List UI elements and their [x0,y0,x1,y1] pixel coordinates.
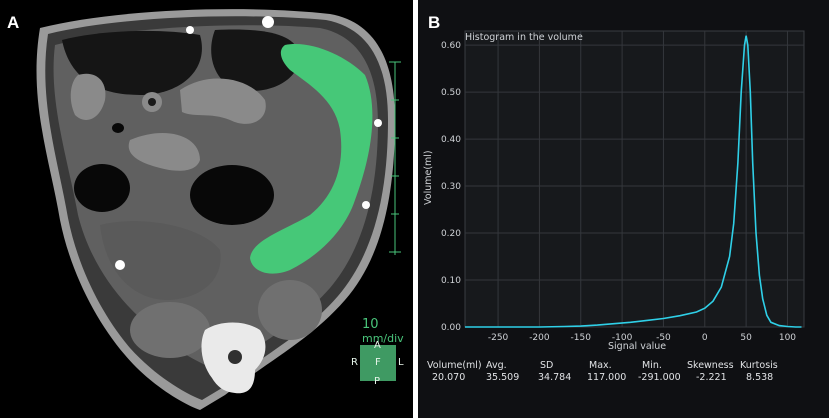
orientation-posterior: P [374,376,381,387]
scale-ruler [389,61,401,255]
y-axis-label: Volume(ml) [423,150,434,205]
y-tick-label: 0.30 [441,182,461,192]
bowel-lumen-2 [148,98,156,106]
stat-value-skewness: -2.221 [696,372,727,383]
x-tick-label: -100 [612,333,633,343]
x-tick-label: -50 [656,333,671,343]
histogram-chart: -250 -200 -150 -100 -50 0 50 100 0.000.100.200.… [441,30,805,343]
bright-spot-3 [362,201,370,209]
x-tick-label: -250 [488,333,509,343]
y-tick-label: 0.60 [441,41,461,51]
stat-header-sd: SD [540,360,554,371]
orientation-foot: F [375,357,381,368]
scale-label: 10 mm/div [362,317,413,345]
stat-header-max: Max. [589,360,612,371]
corner-text: 305 [2,0,19,3]
bowel-loop-5 [100,221,221,300]
ct-image-panel: A 305 10 mm/div A R F L P [0,0,413,418]
stat-header-avg: Avg. [486,360,507,371]
y-axis-ticks: 0.00 0.10 0.20 0.30 0.40 0.50 0.60 [441,41,461,333]
right-muscle [258,280,322,340]
y-tick-label: 0.40 [441,135,461,145]
gas-pocket-5 [112,123,124,133]
stat-value-sd: 34.784 [538,372,572,383]
bright-spot-2 [374,119,382,127]
stat-value-kurtosis: 8.538 [746,372,774,383]
y-tick-label: 0.50 [441,88,461,98]
orientation-left: L [398,357,404,368]
bright-spot-1 [262,16,274,28]
stat-value-max: 117.000 [587,372,627,383]
scale-unit: mm/div [362,332,404,345]
panel-letter-b: B [428,13,441,32]
gas-pocket-2 [211,29,300,91]
plot-area [464,30,805,328]
x-tick-label: 50 [740,333,752,343]
spinal-canal [228,350,242,364]
x-axis-ticks: -250 -200 -150 -100 -50 0 50 100 [488,333,796,343]
stat-header-skewness: Skewness [687,360,734,371]
x-tick-label: -200 [529,333,550,343]
x-tick-label: -150 [571,333,592,343]
orientation-anterior: A [374,340,381,351]
scale-value: 10 [362,317,379,332]
gas-pocket-3 [190,165,274,225]
bowel-loop-1 [70,73,106,120]
bright-spot-5 [186,26,194,34]
stat-value-avg: 35.509 [486,372,520,383]
panel-letter-a: A [7,13,20,32]
stat-header-kurtosis: Kurtosis [740,360,778,371]
psoas-muscle [130,302,210,358]
stat-value-min: -291.000 [638,372,681,383]
x-axis-label: Signal value [608,341,667,352]
ct-slice-image [36,9,401,410]
histogram-line [465,35,802,328]
stat-header-min: Min. [642,360,662,371]
orientation-right: R [351,357,358,368]
gas-pocket-4 [74,164,130,212]
stat-header-volume: Volume(ml) [427,360,482,371]
stat-value-volume: 20.070 [432,372,466,383]
x-tick-label: 0 [702,333,708,343]
orientation-cube: A R F L P [351,341,404,387]
x-tick-label: 100 [779,333,796,343]
bowel-loop-4 [128,132,200,171]
bowel-loop-3 [180,78,266,124]
segmentation-mask [250,44,373,274]
histogram-panel: B -250 -200 -150 -100 -50 0 50 100 0.00 0.10 0.20… [418,0,829,418]
bright-spot-4 [115,260,125,270]
y-tick-label: 0.10 [441,276,461,286]
plot-title: Histogram in the volume [465,32,583,43]
y-tick-label: 0.00 [441,323,461,333]
y-tick-label: 0.20 [441,229,461,239]
